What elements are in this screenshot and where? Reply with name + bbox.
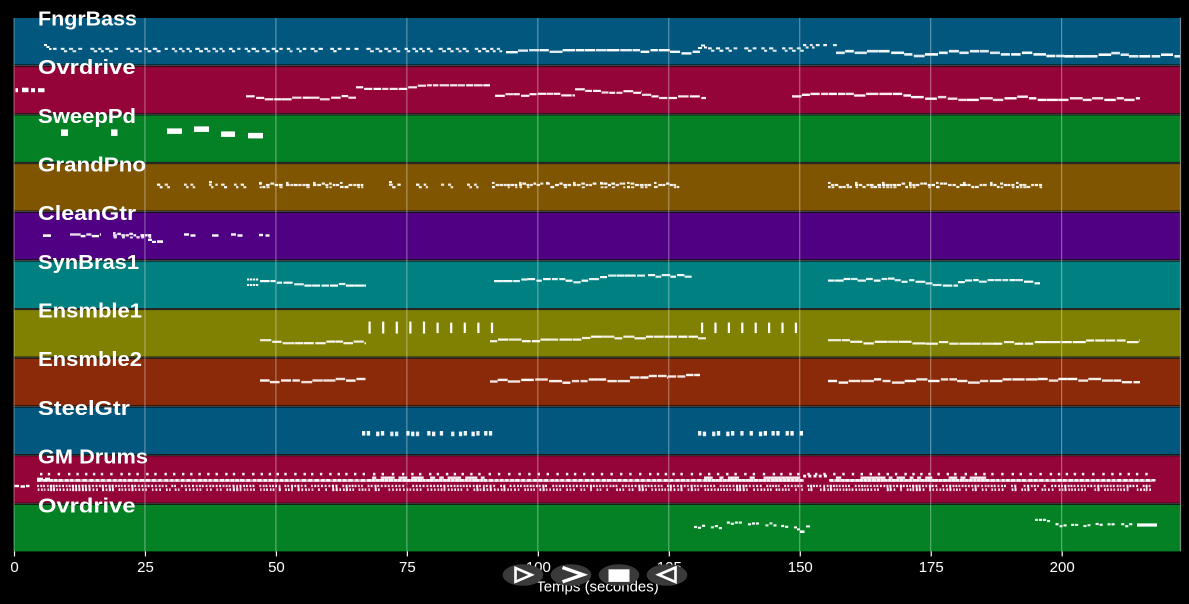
svg-text:175: 175 [919,559,944,576]
svg-text:Ensmble1: Ensmble1 [38,301,142,323]
svg-text:50: 50 [268,559,285,576]
svg-text:SweepPd: SweepPd [38,106,136,128]
svg-text:SynBras1: SynBras1 [38,252,139,274]
svg-text:SteelGtr: SteelGtr [38,398,130,420]
svg-text:0: 0 [10,559,18,576]
svg-text:CleanGtr: CleanGtr [38,203,136,225]
svg-text:Ovrdrive: Ovrdrive [38,495,136,517]
svg-text:150: 150 [788,559,813,576]
svg-text:FngrBass: FngrBass [38,8,137,30]
svg-text:GrandPno: GrandPno [38,155,146,177]
svg-text:200: 200 [1050,559,1075,576]
svg-text:25: 25 [137,559,154,576]
svg-text:Ensmble2: Ensmble2 [38,349,142,371]
svg-text:GM Drums: GM Drums [38,447,148,469]
svg-text:75: 75 [399,559,416,576]
svg-text:Ovrdrive: Ovrdrive [38,57,136,79]
